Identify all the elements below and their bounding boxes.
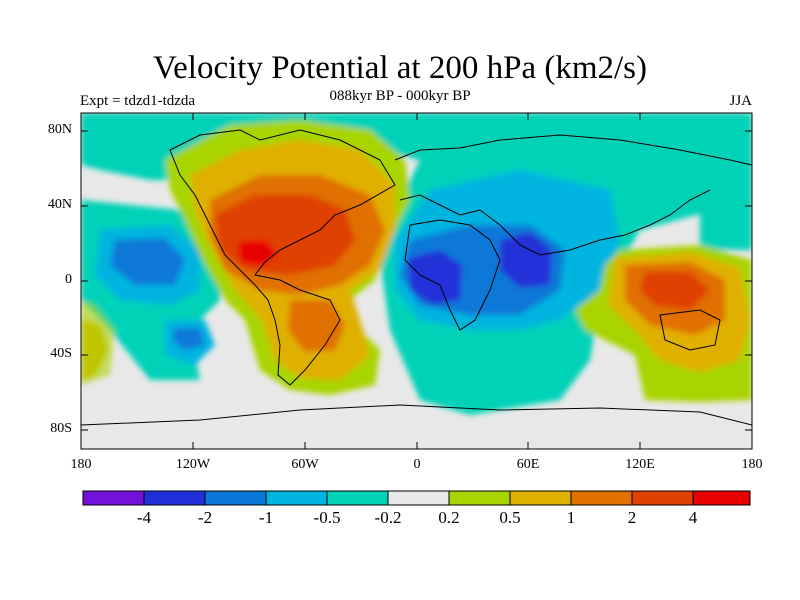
map-plot-area: [81, 113, 752, 449]
lat-label-80n: 80N: [47, 122, 72, 137]
contour-blue-south: [172, 328, 205, 350]
contour-blue-pacific: [110, 238, 185, 285]
colorbar-frame: [82, 490, 751, 506]
lat-label-0: 0: [65, 272, 72, 287]
colorbar-label-5: -0.2: [374, 508, 402, 527]
lat-label-80s: 80S: [50, 421, 72, 436]
lon-label-0: 0: [413, 457, 421, 472]
colorbar-box-3: [205, 491, 266, 505]
colorbar-label-8: 1: [566, 508, 576, 527]
colorbar-label-2: -2: [197, 508, 213, 527]
colorbar-box-4: [266, 491, 327, 505]
colorbar-label-7: 0.5: [499, 508, 521, 527]
coastline-americas: [169, 129, 396, 386]
coastline-antarctica: [81, 404, 752, 426]
colorbar-box-11: [693, 491, 750, 505]
colorbar-box-10: [632, 491, 693, 505]
lon-label-60w: 60W: [291, 457, 319, 472]
lat-label-40s: 40S: [50, 346, 72, 361]
colorbar-box-6: [388, 491, 449, 505]
contour-red-orange-maritime: [640, 272, 710, 310]
coastline-africa: [404, 219, 501, 331]
map-subtitle: 088kyr BP - 000kyr BP: [329, 88, 471, 104]
colorbar-label-10: 4: [688, 508, 698, 527]
coastline-eurasia-north: [394, 134, 752, 166]
colorbar-label-1: -4: [136, 508, 152, 527]
colorbar-box-7: [449, 491, 510, 505]
contour-field: [81, 113, 752, 415]
colorbar-label-6: 0.2: [438, 508, 460, 527]
coastline-australia: [659, 309, 721, 351]
lon-label-180w: 180: [70, 457, 92, 472]
colorbar-box-8: [510, 491, 571, 505]
colorbar-box-2: [144, 491, 205, 505]
lon-label-120e: 120E: [625, 457, 655, 472]
colorbar-box-1: [83, 491, 144, 505]
colorbar: [82, 490, 751, 506]
contour-orange-southamerica: [288, 300, 345, 352]
colorbar-label-3: -1: [258, 508, 274, 527]
colorbar-label-4: -0.5: [313, 508, 341, 527]
lat-label-40n: 40N: [47, 197, 72, 212]
coastline-eurasia-south: [399, 189, 711, 256]
contour-teal-east: [700, 200, 752, 250]
lon-label-180e: 180: [741, 457, 763, 472]
season-label: JJA: [729, 93, 752, 109]
colorbar-label-9: 2: [627, 508, 637, 527]
map-ticks: [81, 113, 752, 449]
coastlines: [81, 129, 752, 426]
colorbar-box-9: [571, 491, 632, 505]
colorbar-box-5: [327, 491, 388, 505]
lon-label-120w: 120W: [175, 457, 211, 472]
contour-dark-blue-west: [408, 250, 462, 305]
experiment-label: Expt = tdzd1-tdzda: [80, 93, 196, 109]
map-title: Velocity Potential at 200 hPa (km2/s): [152, 50, 648, 86]
contour-dark-blue-east: [500, 232, 552, 288]
lon-label-60e: 60E: [516, 457, 540, 472]
